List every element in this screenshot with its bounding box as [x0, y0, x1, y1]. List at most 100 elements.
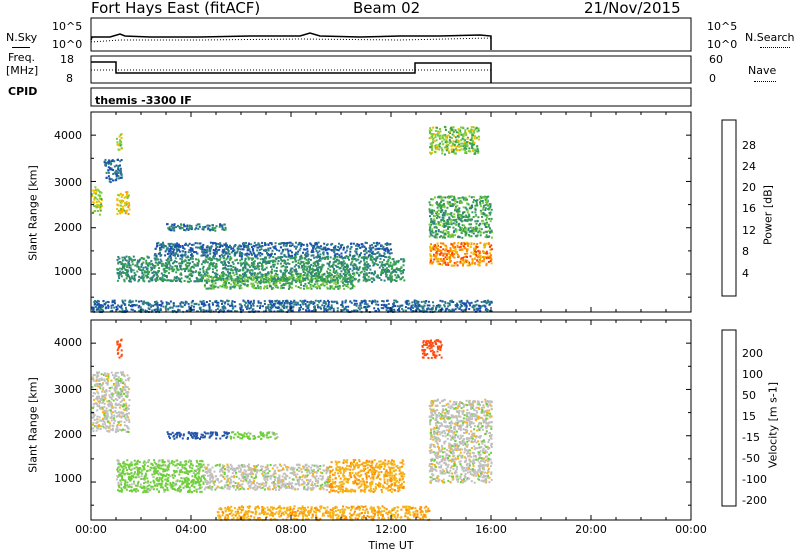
cell — [410, 304, 413, 307]
cell — [221, 261, 224, 264]
cell — [226, 300, 229, 303]
cell — [333, 300, 336, 303]
cell — [401, 269, 404, 272]
cell — [260, 248, 263, 251]
cell — [184, 270, 186, 273]
cell — [182, 250, 185, 253]
cell — [476, 259, 479, 262]
cell — [430, 219, 433, 222]
cell — [202, 261, 205, 264]
cell — [266, 262, 269, 265]
velocity-ytick-3000: 3000 — [54, 383, 82, 396]
cell — [286, 242, 289, 244]
cell — [259, 252, 262, 254]
cell — [327, 247, 329, 250]
cell — [179, 278, 182, 281]
cell — [165, 276, 168, 279]
cell — [365, 306, 368, 309]
cell — [326, 243, 329, 246]
cell — [330, 277, 333, 280]
cell — [437, 134, 440, 137]
cell — [195, 258, 197, 261]
cell — [360, 252, 362, 255]
cell — [209, 287, 212, 290]
cell — [398, 309, 401, 312]
cell — [390, 275, 393, 278]
cell — [441, 300, 444, 303]
cell — [223, 248, 226, 251]
cell — [171, 306, 174, 309]
cell — [173, 278, 176, 281]
cell — [439, 128, 441, 130]
cell — [218, 259, 221, 262]
cell — [156, 308, 159, 311]
cell — [224, 226, 227, 229]
cell — [487, 260, 490, 263]
cell — [385, 309, 388, 312]
cell — [118, 194, 121, 197]
cell — [457, 131, 460, 134]
cell — [160, 300, 163, 303]
cell — [366, 274, 368, 276]
cell — [162, 262, 165, 265]
cell — [452, 246, 455, 249]
cell — [462, 145, 465, 148]
cell — [455, 145, 458, 148]
cell — [231, 269, 234, 272]
cell — [394, 305, 397, 308]
power-data-region-9 — [428, 195, 493, 239]
cell — [307, 304, 310, 307]
cell — [431, 211, 433, 214]
cell — [91, 193, 94, 196]
cell — [376, 263, 379, 266]
cell — [480, 260, 483, 263]
cell — [224, 262, 227, 264]
cell — [113, 165, 116, 168]
cell — [219, 242, 221, 245]
cell — [376, 252, 379, 254]
cell — [99, 205, 101, 208]
cell — [364, 249, 367, 252]
cell — [487, 256, 490, 259]
cell — [154, 253, 157, 256]
cell — [333, 282, 336, 285]
cell — [295, 263, 298, 266]
cell — [146, 269, 149, 272]
cell — [169, 306, 172, 309]
cell — [167, 260, 170, 263]
cell — [332, 246, 335, 249]
freq-tick-bottom: 8 — [66, 72, 73, 85]
cell — [342, 266, 345, 269]
cell — [423, 304, 426, 307]
cell — [175, 246, 178, 249]
cell — [190, 252, 193, 255]
cell — [329, 286, 332, 289]
cell — [475, 201, 478, 204]
cell — [395, 279, 398, 282]
cell — [289, 241, 292, 244]
cell — [470, 230, 473, 233]
cell — [462, 229, 465, 232]
cell — [487, 242, 490, 245]
cell — [168, 262, 171, 265]
cell — [131, 260, 134, 263]
cell — [351, 279, 354, 282]
cell — [133, 272, 136, 274]
cell — [473, 242, 476, 245]
cell — [250, 274, 253, 277]
cell — [310, 263, 313, 266]
cell — [437, 304, 440, 307]
cell — [458, 207, 461, 210]
cell — [225, 277, 228, 280]
cell — [299, 262, 302, 265]
cell — [322, 248, 325, 251]
cell — [318, 273, 320, 276]
cell — [201, 250, 204, 253]
cell — [267, 254, 270, 257]
cell — [155, 254, 158, 257]
cell — [371, 277, 374, 280]
cell — [477, 308, 479, 311]
cell — [433, 245, 436, 248]
cell — [450, 300, 453, 303]
cell — [374, 258, 377, 261]
